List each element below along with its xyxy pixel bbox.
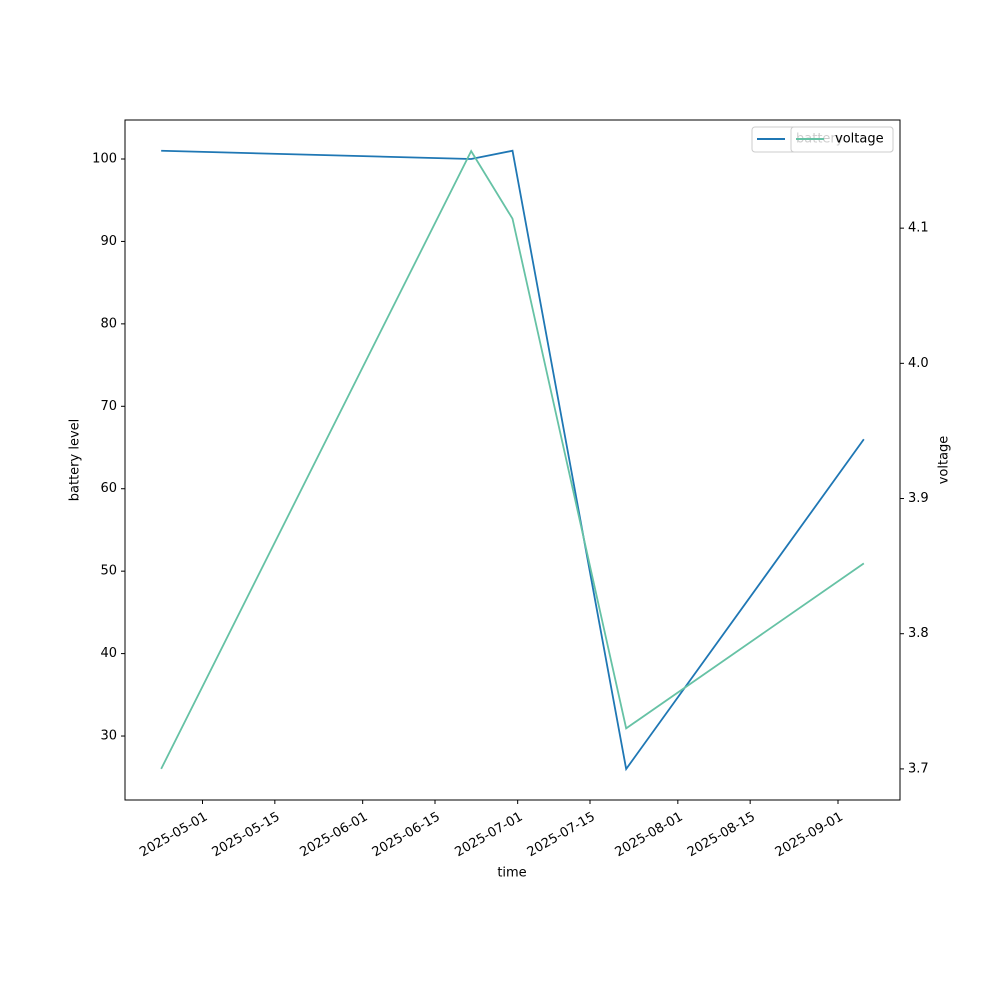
y2-tick-label: 3.7 bbox=[908, 761, 929, 776]
series-line bbox=[160, 149, 865, 770]
y2-tick-label: 4.0 bbox=[908, 356, 929, 371]
y-tick-label: 50 bbox=[100, 564, 117, 579]
y-axis-label: battery level bbox=[68, 419, 83, 502]
y2-tick-label: 3.8 bbox=[908, 626, 929, 641]
y2-tick-label: 3.9 bbox=[908, 491, 929, 506]
y-tick-label: 80 bbox=[100, 316, 117, 331]
y-tick-label: 30 bbox=[100, 729, 117, 744]
y-tick-label: 60 bbox=[100, 481, 117, 496]
series-line bbox=[161, 149, 865, 772]
y-tick-label: 100 bbox=[92, 151, 117, 166]
y-tick-label: 40 bbox=[100, 646, 117, 661]
y2-tick-label: 4.1 bbox=[908, 221, 929, 236]
legend-box bbox=[790, 126, 894, 153]
legend-label: voltage bbox=[835, 132, 884, 147]
y2-axis-label: voltage bbox=[937, 436, 952, 485]
x-axis-label: time bbox=[497, 866, 526, 881]
plot-frame bbox=[124, 119, 901, 801]
y-tick-label: 70 bbox=[100, 399, 117, 414]
y-tick-label: 90 bbox=[100, 234, 117, 249]
